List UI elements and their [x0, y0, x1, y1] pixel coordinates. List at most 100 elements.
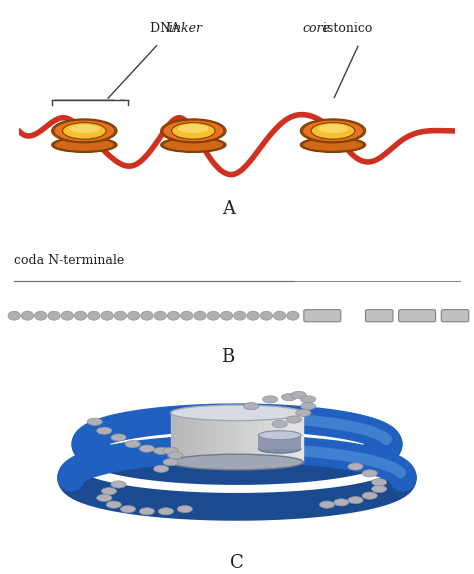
Circle shape — [154, 447, 169, 455]
Circle shape — [362, 492, 377, 499]
FancyBboxPatch shape — [304, 310, 341, 321]
Circle shape — [35, 311, 47, 320]
Ellipse shape — [163, 138, 224, 152]
Circle shape — [87, 418, 102, 425]
Bar — [204, 413, 210, 462]
Circle shape — [247, 311, 259, 320]
Bar — [270, 413, 277, 462]
FancyBboxPatch shape — [441, 310, 469, 321]
Circle shape — [168, 452, 183, 459]
Circle shape — [48, 311, 60, 320]
Circle shape — [114, 311, 127, 320]
Ellipse shape — [52, 137, 117, 153]
Circle shape — [296, 409, 311, 416]
Circle shape — [287, 311, 299, 320]
Bar — [283, 413, 290, 462]
Circle shape — [154, 311, 166, 320]
Text: C: C — [230, 554, 244, 572]
Ellipse shape — [302, 138, 364, 152]
Ellipse shape — [258, 430, 301, 440]
Circle shape — [234, 311, 246, 320]
Bar — [244, 413, 250, 462]
Ellipse shape — [54, 138, 115, 152]
Text: linker: linker — [166, 22, 203, 35]
Circle shape — [8, 311, 20, 320]
Ellipse shape — [258, 444, 301, 453]
Circle shape — [348, 497, 363, 504]
Text: B: B — [221, 348, 234, 366]
Text: coda N-terminale: coda N-terminale — [14, 254, 125, 267]
Circle shape — [106, 501, 121, 508]
Circle shape — [74, 311, 87, 320]
Circle shape — [154, 465, 169, 472]
Ellipse shape — [54, 120, 115, 142]
Bar — [191, 413, 197, 462]
FancyBboxPatch shape — [365, 310, 393, 321]
Circle shape — [263, 396, 278, 403]
Circle shape — [282, 394, 297, 401]
Bar — [257, 413, 264, 462]
Circle shape — [260, 311, 273, 320]
Circle shape — [272, 420, 287, 428]
Ellipse shape — [172, 123, 215, 139]
Circle shape — [301, 402, 316, 410]
Circle shape — [177, 506, 192, 513]
Circle shape — [111, 481, 126, 488]
Text: core: core — [302, 22, 330, 35]
Ellipse shape — [171, 405, 303, 421]
Bar — [250, 413, 257, 462]
Circle shape — [301, 396, 316, 403]
Bar — [217, 413, 224, 462]
Ellipse shape — [178, 125, 209, 133]
Bar — [210, 413, 217, 462]
Bar — [277, 413, 283, 462]
Circle shape — [88, 311, 100, 320]
Circle shape — [97, 494, 112, 502]
Bar — [184, 413, 191, 462]
Circle shape — [334, 499, 349, 506]
Text: A: A — [222, 200, 235, 218]
Circle shape — [111, 434, 126, 441]
Ellipse shape — [300, 137, 365, 153]
FancyBboxPatch shape — [399, 310, 436, 321]
Circle shape — [139, 445, 155, 452]
Circle shape — [362, 470, 377, 477]
Bar — [290, 413, 297, 462]
Circle shape — [61, 311, 73, 320]
Circle shape — [128, 311, 140, 320]
Bar — [171, 413, 177, 462]
Circle shape — [101, 311, 113, 320]
Circle shape — [372, 486, 387, 492]
Circle shape — [97, 427, 112, 435]
Ellipse shape — [52, 119, 117, 143]
Ellipse shape — [63, 123, 106, 139]
Circle shape — [158, 508, 173, 515]
Circle shape — [139, 508, 155, 515]
Bar — [224, 413, 230, 462]
Circle shape — [120, 506, 136, 513]
Circle shape — [101, 487, 117, 495]
Circle shape — [348, 463, 363, 470]
Circle shape — [21, 311, 34, 320]
Ellipse shape — [161, 119, 226, 143]
Bar — [237, 413, 244, 462]
Circle shape — [207, 311, 219, 320]
Circle shape — [372, 479, 387, 486]
Ellipse shape — [161, 137, 226, 153]
Circle shape — [167, 311, 180, 320]
Ellipse shape — [69, 125, 100, 133]
Ellipse shape — [163, 120, 224, 142]
FancyBboxPatch shape — [258, 435, 301, 449]
FancyBboxPatch shape — [171, 413, 303, 462]
Circle shape — [163, 459, 178, 466]
Circle shape — [273, 311, 286, 320]
Circle shape — [286, 416, 301, 423]
Ellipse shape — [300, 119, 365, 143]
Bar — [297, 413, 303, 462]
Circle shape — [194, 311, 206, 320]
Circle shape — [220, 311, 233, 320]
Circle shape — [181, 311, 193, 320]
Text: istonico: istonico — [319, 22, 373, 35]
Circle shape — [141, 311, 153, 320]
Bar — [264, 413, 270, 462]
